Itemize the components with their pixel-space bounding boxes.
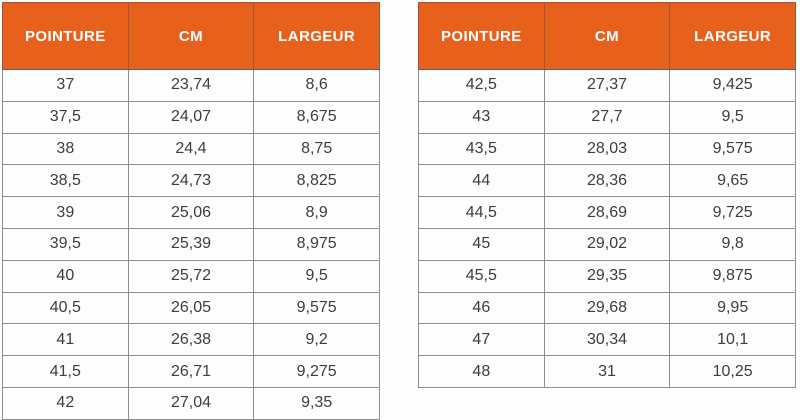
cell: 10,1	[669, 323, 796, 357]
cell: 8,6	[253, 69, 380, 102]
table-row: 46 29,68 9,95	[418, 291, 796, 325]
cell: 9,8	[669, 227, 796, 261]
table-row: 40,5 26,05 9,575	[2, 291, 380, 325]
cell: 9,35	[253, 386, 380, 420]
cell: 9,65	[669, 164, 796, 198]
header-row: POINTURE CM LARGEUR	[2, 2, 380, 70]
cell: 26,38	[127, 323, 255, 357]
column-header-cm: CM	[127, 2, 255, 70]
table-row: 40 25,72 9,5	[2, 259, 380, 293]
cell: 24,73	[127, 164, 255, 198]
cell: 27,7	[543, 100, 671, 134]
cell: 29,35	[543, 259, 671, 293]
cell: 9,5	[669, 100, 796, 134]
cell: 38	[2, 132, 129, 166]
cell: 28,36	[543, 164, 671, 198]
table-row: 39,5 25,39 8,975	[2, 227, 380, 261]
cell: 26,05	[127, 291, 255, 325]
cell: 41,5	[2, 355, 129, 388]
cell: 29,68	[543, 291, 671, 325]
cell: 8,75	[253, 132, 380, 166]
table-row: 43,5 28,03 9,575	[418, 132, 796, 166]
cell: 9,575	[253, 291, 380, 325]
column-header-largeur: LARGEUR	[669, 2, 796, 70]
cell: 25,39	[127, 227, 255, 261]
cell: 9,2	[253, 323, 380, 357]
cell: 28,69	[543, 196, 671, 229]
table-row: 42 27,04 9,35	[2, 386, 380, 420]
cell: 24,4	[127, 132, 255, 166]
table-row: 37 23,74 8,6	[2, 69, 380, 102]
cell: 27,04	[127, 386, 255, 420]
cell: 44,5	[418, 196, 545, 229]
cell: 38,5	[2, 164, 129, 198]
table-row: 48 31 10,25	[418, 355, 796, 388]
cell: 10,25	[669, 355, 796, 388]
column-header-pointure: POINTURE	[2, 2, 129, 70]
cell: 24,07	[127, 100, 255, 134]
cell: 9,725	[669, 196, 796, 229]
cell: 29,02	[543, 227, 671, 261]
cell: 37	[2, 69, 129, 102]
cell: 39	[2, 196, 129, 229]
cell: 23,74	[127, 69, 255, 102]
cell: 42,5	[418, 69, 545, 102]
column-header-pointure: POINTURE	[418, 2, 545, 70]
cell: 40,5	[2, 291, 129, 325]
cell: 27,37	[543, 69, 671, 102]
header-row: POINTURE CM LARGEUR	[418, 2, 796, 70]
table-row: 42,5 27,37 9,425	[418, 69, 796, 102]
cell: 43,5	[418, 132, 545, 166]
size-table-right: POINTURE CM LARGEUR 42,5 27,37 9,425 43 27,7 9,5…	[418, 2, 796, 388]
cell: 9,425	[669, 69, 796, 102]
column-header-largeur: LARGEUR	[253, 2, 380, 70]
cell: 26,71	[127, 355, 255, 388]
cell: 9,95	[669, 291, 796, 325]
cell: 41	[2, 323, 129, 357]
table-row: 44 28,36 9,65	[418, 164, 796, 198]
cell: 30,34	[543, 323, 671, 357]
cell: 47	[418, 323, 545, 357]
cell: 9,5	[253, 259, 380, 293]
table-row: 41 26,38 9,2	[2, 323, 380, 357]
cell: 45,5	[418, 259, 545, 293]
table-row: 45,5 29,35 9,875	[418, 259, 796, 293]
cell: 45	[418, 227, 545, 261]
table-row: 38,5 24,73 8,825	[2, 164, 380, 198]
cell: 42	[2, 386, 129, 420]
table-row: 47 30,34 10,1	[418, 323, 796, 357]
table-row: 45 29,02 9,8	[418, 227, 796, 261]
cell: 40	[2, 259, 129, 293]
cell: 48	[418, 355, 545, 388]
cell: 8,825	[253, 164, 380, 198]
table-row: 43 27,7 9,5	[418, 100, 796, 134]
cell: 28,03	[543, 132, 671, 166]
table-row: 37,5 24,07 8,675	[2, 100, 380, 134]
cell: 8,9	[253, 196, 380, 229]
cell: 44	[418, 164, 545, 198]
cell: 31	[543, 355, 671, 388]
cell: 8,975	[253, 227, 380, 261]
table-row: 44,5 28,69 9,725	[418, 196, 796, 229]
table-row: 39 25,06 8,9	[2, 196, 380, 229]
cell: 25,06	[127, 196, 255, 229]
table-row: 38 24,4 8,75	[2, 132, 380, 166]
cell: 9,275	[253, 355, 380, 388]
cell: 37,5	[2, 100, 129, 134]
cell: 9,575	[669, 132, 796, 166]
cell: 39,5	[2, 227, 129, 261]
column-header-cm: CM	[543, 2, 671, 70]
cell: 9,875	[669, 259, 796, 293]
cell: 46	[418, 291, 545, 325]
cell: 43	[418, 100, 545, 134]
size-table-left: POINTURE CM LARGEUR 37 23,74 8,6 37,5 24,07 8,67…	[2, 2, 380, 420]
cell: 25,72	[127, 259, 255, 293]
cell: 8,675	[253, 100, 380, 134]
table-row: 41,5 26,71 9,275	[2, 355, 380, 388]
